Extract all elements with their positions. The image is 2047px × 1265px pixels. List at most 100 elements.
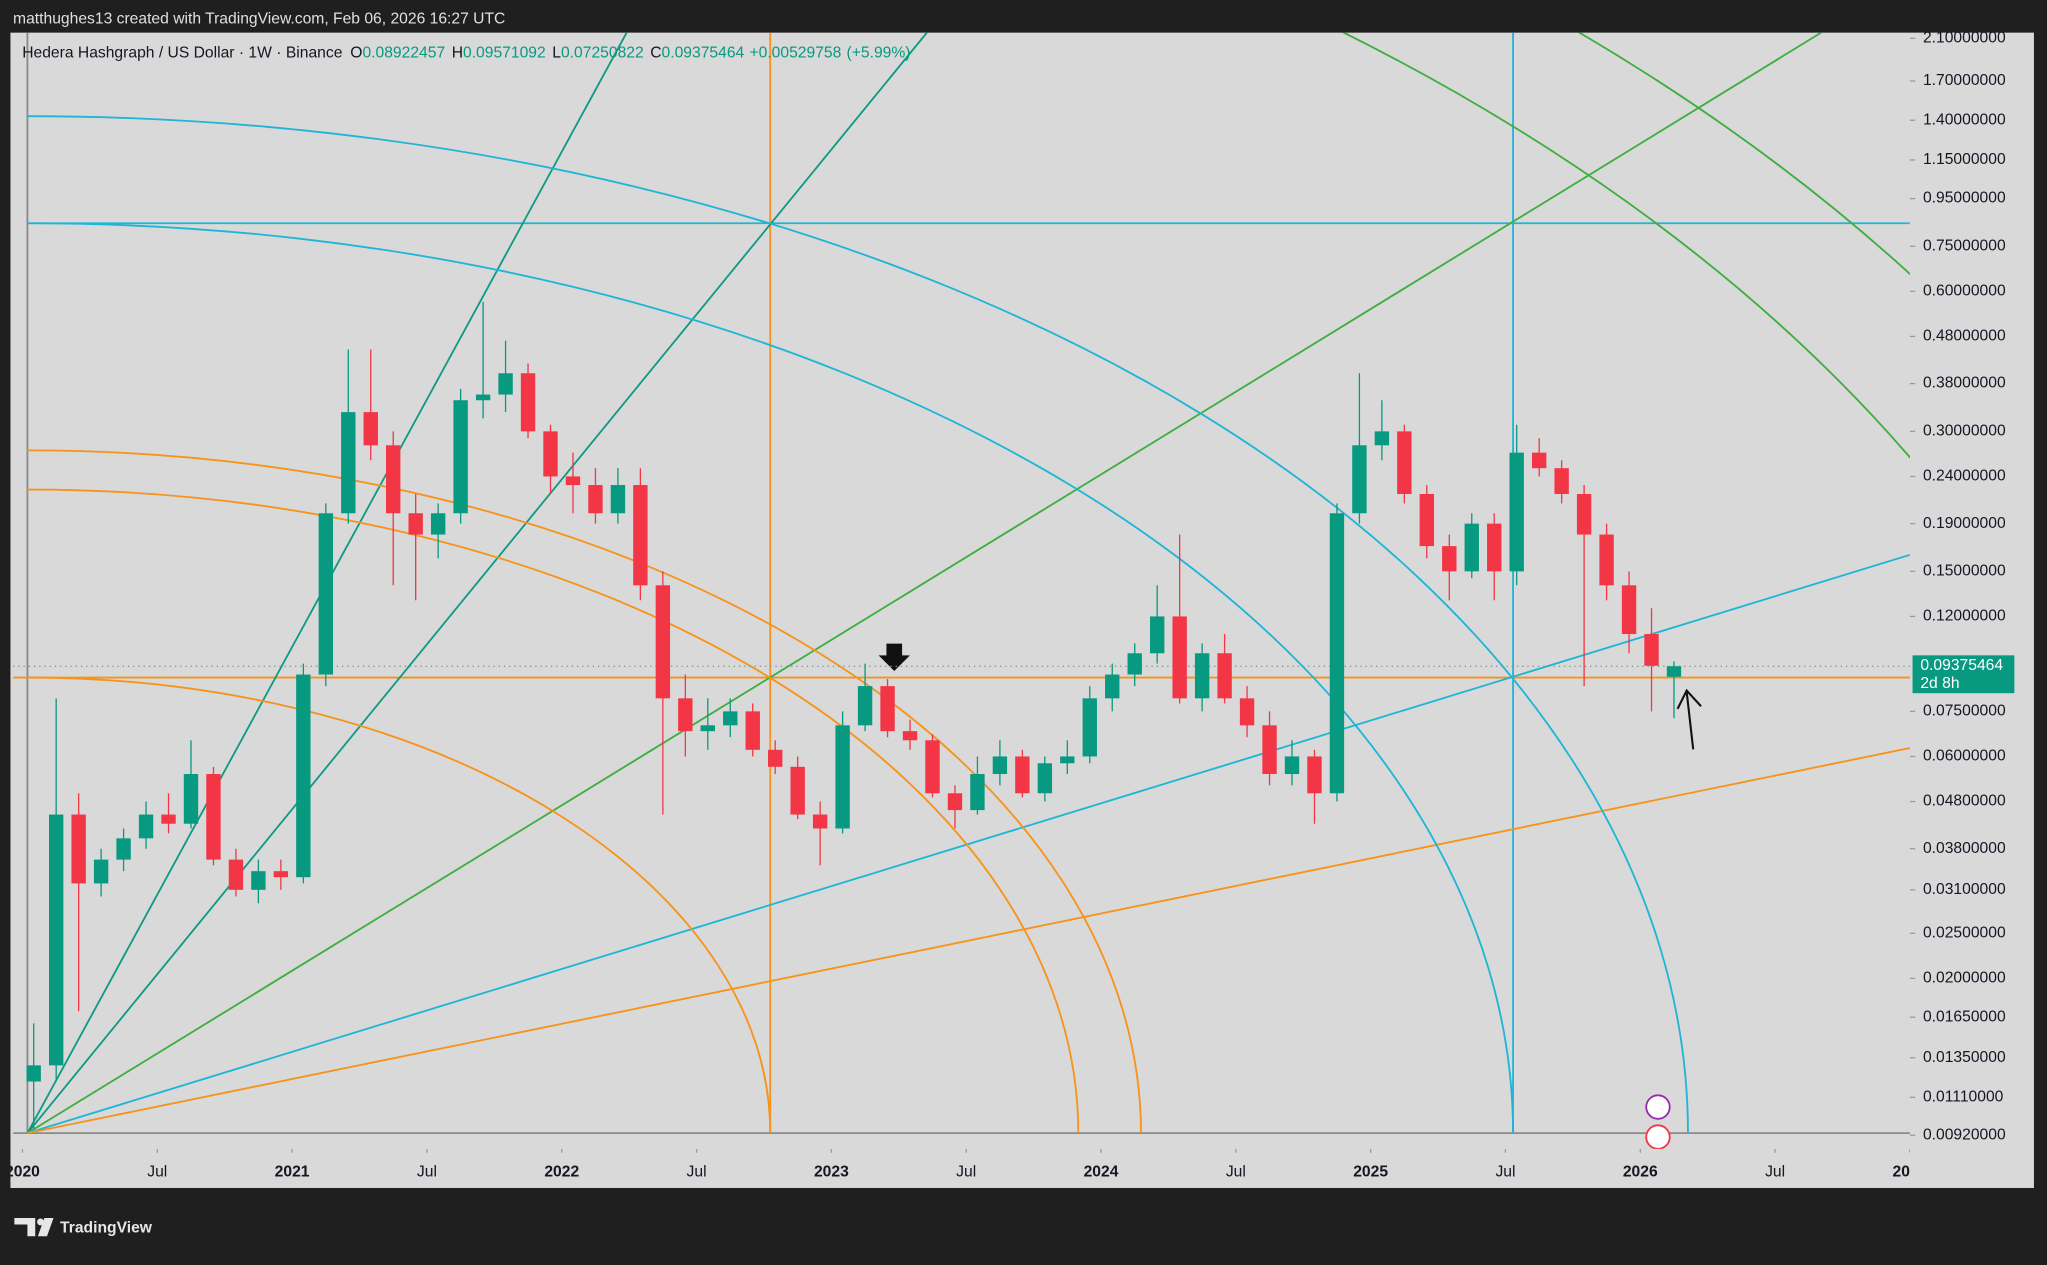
y-tick-label: 0.01650000 [1923,1008,2006,1025]
candle-body [970,774,985,811]
candle-body [138,814,154,839]
candle-body [251,871,266,890]
legend-key: O [350,45,362,62]
candle-body [1419,494,1435,547]
y-tick-label: 0.95000000 [1923,190,2006,207]
candle-body [1374,431,1390,446]
countdown: 2d 8h [1920,675,1959,692]
y-tick-label: 0.02000000 [1923,969,2006,986]
candle-body [26,1065,41,1082]
brand-name: TradingView [60,1220,153,1237]
candle-body [1329,513,1345,794]
arc [1577,32,1910,276]
candle-body [1554,468,1569,495]
candle-body [498,373,513,395]
x-tick-label: Jul [1495,1163,1515,1180]
hand-arrow [1676,688,1702,750]
arc [27,222,1514,1134]
candle-body [565,476,581,486]
candle-body [610,485,626,514]
y-tick-label: 2.10000000 [1923,29,2006,46]
caption: matthughes13 created with TradingView.co… [13,11,505,28]
x-axis: 2020 Jul 2021 Jul 2022 Jul 2023 Jul 2024 Jul 2025 J… [5,1148,1928,1180]
candle-body [768,749,783,767]
candle-body [1037,763,1053,794]
y-tick-label: 0.19000000 [1923,515,2006,532]
candle-body [1262,725,1277,775]
fan-line [26,32,1822,1134]
y-axis: 2.10000000 1.70000000 1.40000000 1.15000000… [1909,29,2006,1143]
candle-body [1397,431,1412,495]
fan-line [27,747,1910,1135]
candle-body [902,731,918,741]
candle-body [183,774,199,824]
candle-body [48,814,64,1066]
candle-body [1217,653,1232,699]
candle-body [723,711,738,726]
y-tick-label: 0.02500000 [1923,924,2006,941]
candle-body [1105,674,1120,699]
candle-body [296,674,311,878]
event-icon[interactable] [1645,1124,1671,1149]
candle-body [1509,452,1524,572]
y-tick-label: 0.12000000 [1923,608,2006,625]
y-tick-label: 0.38000000 [1923,375,2006,392]
candle-body [992,756,1008,775]
y-tick-label: 0.00920000 [1923,1126,2006,1143]
x-tick-label: 2027 [1893,1163,1928,1180]
x-tick-label: Jul [147,1163,167,1180]
x-tick-label: Jul [1226,1163,1246,1180]
x-tick-label: 2025 [1353,1163,1388,1180]
arc [27,449,1142,1134]
candle-body [273,871,289,878]
candle-body [745,711,760,750]
x-tick-label: 2022 [544,1163,579,1180]
candle-body [633,485,648,586]
candle-body [1060,756,1075,764]
candle-body [430,513,446,535]
y-tick-label: 0.01350000 [1923,1049,2006,1066]
candle-body [588,485,603,514]
last-price-label: 0.09375464 [1920,657,2003,674]
candle-body [947,793,963,811]
candle-body [1284,756,1300,775]
candle-body [1666,666,1682,677]
x-tick-label: Jul [417,1163,437,1180]
candle-body [1599,534,1614,586]
y-tick-label: 0.60000000 [1923,283,2006,300]
candle-body [228,859,244,890]
symbol: Hedera Hashgraph / US Dollar · 1W · Bina… [22,45,343,62]
candle-body [655,585,671,699]
candle-body [700,725,715,732]
x-tick-label: 2020 [5,1163,40,1180]
candle-body [1576,494,1592,535]
candle-body [1487,523,1502,572]
candle-body [1194,653,1210,699]
legend-key: L [552,45,561,62]
candle-body [1149,616,1165,654]
x-tick-label: Jul [1765,1163,1785,1180]
candle-body [71,814,86,884]
candle-body [790,766,805,815]
candle-body [363,412,378,446]
x-tick-label: 2021 [275,1163,310,1180]
y-tick-label: 1.15000000 [1923,151,2006,168]
candle-body [1644,634,1659,666]
candle-body [1464,523,1479,572]
event-icon[interactable] [1645,1094,1671,1120]
arc [1341,32,1910,459]
x-tick-label: Jul [956,1163,976,1180]
logo-dot [37,1218,44,1226]
y-tick-label: 0.30000000 [1923,423,2006,440]
y-tick-label: 1.40000000 [1923,111,2006,128]
candle-body [880,686,895,732]
candle-body [453,400,468,514]
legend-value: 0.07250822 [561,45,644,62]
legend-key: C [650,45,661,62]
legend-value: 0.08922457 [362,45,445,62]
candle-body [835,725,850,829]
candle-body [93,859,109,884]
candle-body [812,814,828,829]
candle-body [1015,756,1030,794]
